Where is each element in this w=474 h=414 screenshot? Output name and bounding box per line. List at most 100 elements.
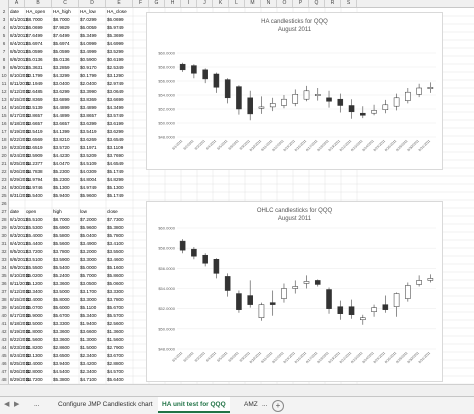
table-cell[interactable]: $0.6199 <box>107 57 124 62</box>
table-cell[interactable]: $5.0599 <box>26 49 43 54</box>
table-cell[interactable]: $7.9829 <box>53 25 70 30</box>
table-cell[interactable]: $4.4899 <box>53 113 70 118</box>
row-header[interactable]: 13 <box>1 97 7 102</box>
table-cell[interactable]: $2.6485 <box>26 89 43 94</box>
table-header-cell[interactable]: low <box>80 209 87 214</box>
table-cell[interactable]: $3.3300 <box>107 289 124 294</box>
row-header[interactable]: 18 <box>1 137 7 142</box>
row-header[interactable]: 45 <box>1 353 7 358</box>
table-cell[interactable]: $4.9746 <box>26 185 43 190</box>
table-cell[interactable]: $8.7000 <box>53 217 70 222</box>
table-cell[interactable]: $3.5909 <box>26 153 43 158</box>
table-cell[interactable]: 8/30/2011 <box>10 185 31 190</box>
table-cell[interactable]: $3.6700 <box>107 353 124 358</box>
table-cell[interactable]: $3.5000 <box>26 321 43 326</box>
table-cell[interactable]: $3.3000 <box>80 257 97 262</box>
table-cell[interactable]: 8/16/2011 <box>10 305 31 310</box>
table-cell[interactable]: $4.0999 <box>80 41 97 46</box>
column-header[interactable]: G <box>149 0 165 7</box>
table-cell[interactable]: 8/29/2011 <box>10 377 31 382</box>
table-cell[interactable]: $5.9600 <box>80 225 97 230</box>
table-cell[interactable]: $3.1700 <box>80 289 97 294</box>
table-cell[interactable]: $2.3400 <box>80 369 97 374</box>
row-header[interactable]: 34 <box>1 265 7 270</box>
table-cell[interactable]: $2.8369 <box>26 97 43 102</box>
table-cell[interactable]: $1.5600 <box>107 337 124 342</box>
column-header[interactable]: O <box>277 0 293 7</box>
table-cell[interactable]: $3.1109 <box>107 145 124 150</box>
table-cell[interactable]: $3.5299 <box>107 49 124 54</box>
table-cell[interactable]: $5.5500 <box>26 265 43 270</box>
table-cell[interactable]: $3.5749 <box>107 113 124 118</box>
row-header[interactable]: 3 <box>2 17 6 22</box>
column-header[interactable]: S <box>341 0 357 7</box>
table-cell[interactable]: 8/12/2011 <box>10 89 31 94</box>
table-cell[interactable]: $7.2000 <box>80 217 97 222</box>
table-header-cell[interactable]: date <box>10 9 19 14</box>
table-cell[interactable]: $3.6299 <box>107 129 124 134</box>
row-header[interactable]: 5 <box>2 33 6 38</box>
row-header[interactable]: 35 <box>1 273 7 278</box>
table-cell[interactable]: $5.9400 <box>53 193 70 198</box>
table-cell[interactable]: $4.3499 <box>107 105 124 110</box>
table-cell[interactable]: $3.6899 <box>53 97 70 102</box>
table-cell[interactable]: $4.6999 <box>107 41 124 46</box>
table-cell[interactable]: $5.5400 <box>26 193 43 198</box>
table-cell[interactable]: $3.5100 <box>26 257 43 262</box>
table-cell[interactable]: $3.4999 <box>80 49 97 54</box>
table-cell[interactable]: $4.0470 <box>53 161 70 166</box>
table-cell[interactable]: $4.0309 <box>80 169 97 174</box>
table-cell[interactable]: $3.0400 <box>53 81 70 86</box>
table-cell[interactable]: $2.8000 <box>26 369 43 374</box>
table-cell[interactable]: $4.4230 <box>53 153 70 158</box>
table-cell[interactable]: 8/29/2011 <box>10 177 31 182</box>
table-cell[interactable]: $3.4000 <box>26 297 43 302</box>
table-cell[interactable]: $2.5349 <box>107 65 124 70</box>
table-cell[interactable]: $5.0000 <box>80 265 97 270</box>
table-header-cell[interactable]: HA_close <box>107 9 127 14</box>
row-header[interactable]: 28 <box>1 217 7 222</box>
table-cell[interactable]: $3.3300 <box>53 321 70 326</box>
tab-configure-jmp[interactable]: Configure JMP Candlestick chart <box>58 401 153 408</box>
table-cell[interactable]: $4.7100 <box>80 377 97 382</box>
table-cell[interactable]: $4.5400 <box>53 369 70 374</box>
table-cell[interactable]: 8/9/2011 <box>10 265 28 270</box>
column-header[interactable]: E <box>106 0 133 7</box>
table-cell[interactable]: $5.3699 <box>107 33 124 38</box>
table-cell[interactable]: $3.6299 <box>53 89 70 94</box>
column-header[interactable]: D <box>79 0 106 7</box>
table-cell[interactable]: 8/25/2011 <box>10 361 31 366</box>
table-cell[interactable]: 8/25/2011 <box>10 161 31 166</box>
row-header[interactable]: 42 <box>1 329 7 334</box>
table-cell[interactable]: $3.7800 <box>53 249 70 254</box>
horizontal-scrollbar[interactable] <box>0 384 474 397</box>
table-cell[interactable]: $0.1799 <box>26 73 43 78</box>
table-cell[interactable]: $4.4899 <box>53 105 70 110</box>
table-cell[interactable]: $4.1399 <box>53 129 70 134</box>
table-cell[interactable]: $5.6900 <box>53 225 70 230</box>
row-header[interactable]: 27 <box>1 209 7 214</box>
table-cell[interactable]: $4.2377 <box>26 161 43 166</box>
table-cell[interactable]: $3.5209 <box>80 153 97 158</box>
table-cell[interactable]: $3.0649 <box>107 89 124 94</box>
table-cell[interactable]: $3.6399 <box>80 121 97 126</box>
row-header[interactable]: 9 <box>2 65 6 70</box>
row-header[interactable]: 10 <box>1 73 7 78</box>
table-cell[interactable]: $5.1300 <box>53 185 70 190</box>
column-header[interactable]: N <box>261 0 277 7</box>
table-cell[interactable]: $3.1971 <box>80 145 97 150</box>
row-header[interactable]: 47 <box>1 369 7 374</box>
column-header[interactable]: I <box>181 0 197 7</box>
tab-ha-unit-test[interactable]: HA unit test for QQQ <box>158 397 230 413</box>
table-cell[interactable]: $5.1749 <box>107 169 124 174</box>
table-cell[interactable]: $5.2400 <box>53 273 70 278</box>
row-header[interactable]: 24 <box>1 185 7 190</box>
table-cell[interactable]: 8/4/2011 <box>10 41 28 46</box>
table-cell[interactable]: $3.8210 <box>53 137 70 142</box>
table-cell[interactable]: $3.8657 <box>26 113 43 118</box>
table-cell[interactable]: $5.0136 <box>26 57 43 62</box>
table-cell[interactable]: $5.3400 <box>80 313 97 318</box>
row-header[interactable]: 25 <box>1 193 7 198</box>
table-cell[interactable]: $5.3800 <box>107 225 124 230</box>
ohlc-chart[interactable]: OHLC candlesticks for QQQ August 2011 $4… <box>146 201 443 382</box>
